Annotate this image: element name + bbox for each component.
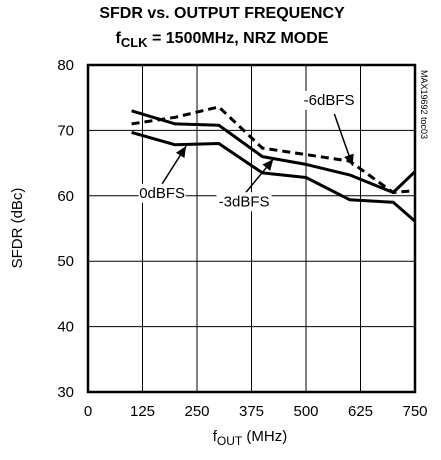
grid: [88, 65, 415, 392]
x-tick-label: 125: [130, 403, 155, 420]
x-tick-label: 750: [402, 403, 427, 420]
xlabel-rest: (MHz): [242, 428, 287, 445]
figure-code: MAX19692 toc03: [419, 70, 429, 139]
title-rest: = 1500MHz, NRZ MODE: [148, 30, 329, 47]
annotation-arrow-head: [175, 146, 187, 159]
y-tick-label: 50: [57, 253, 74, 270]
plot-frame: [86, 63, 417, 394]
x-tick-label: 500: [293, 403, 318, 420]
xlabel-sub: OUT: [217, 434, 243, 448]
x-tick-label: 0: [84, 403, 92, 420]
y-tick-label: 60: [57, 188, 74, 205]
y-tick-label: 80: [57, 57, 74, 74]
chart-title-line1: SFDR vs. OUTPUT FREQUENCY: [99, 5, 345, 22]
y-tick-label: 70: [57, 122, 74, 139]
x-tick-labels: 0 125 250 375 500 625 750: [84, 403, 428, 420]
series-line-6dbfs: [131, 105, 416, 194]
annotation-label: -3dBFS: [219, 193, 270, 210]
chart-title-line2: fCLK = 1500MHz, NRZ MODE: [116, 30, 329, 50]
y-tick-label: 30: [57, 384, 74, 401]
annotations-group: 0dBFS -3dBFS -6dBFS: [138, 90, 357, 212]
x-tick-label: 375: [239, 403, 264, 420]
y-tick-labels: 30 40 50 60 70 80: [57, 57, 74, 401]
annotation-label: 0dBFS: [139, 185, 185, 202]
title-fclk-sub: CLK: [121, 35, 148, 50]
x-tick-label: 625: [348, 403, 373, 420]
annotation-label-bg: [216, 192, 272, 212]
series-line-3dbfs: [131, 130, 416, 223]
y-axis-label: SFDR (dBc): [9, 188, 26, 269]
annotation-label-bg: [138, 183, 186, 203]
annotation-label-bg: [301, 90, 357, 110]
annotation-label: -6dBFS: [304, 92, 355, 109]
series-group: [131, 105, 417, 223]
x-axis-label: fOUT (MHz): [213, 428, 288, 448]
y-tick-label: 40: [57, 319, 74, 336]
series-line-0dbfs: [131, 109, 417, 194]
annotation-arrow-head: [262, 159, 274, 171]
xlabel-f: f: [213, 428, 218, 445]
annotation-arrow-head: [344, 153, 354, 166]
title-fclk-f: f: [116, 30, 122, 47]
x-tick-label: 250: [184, 403, 209, 420]
